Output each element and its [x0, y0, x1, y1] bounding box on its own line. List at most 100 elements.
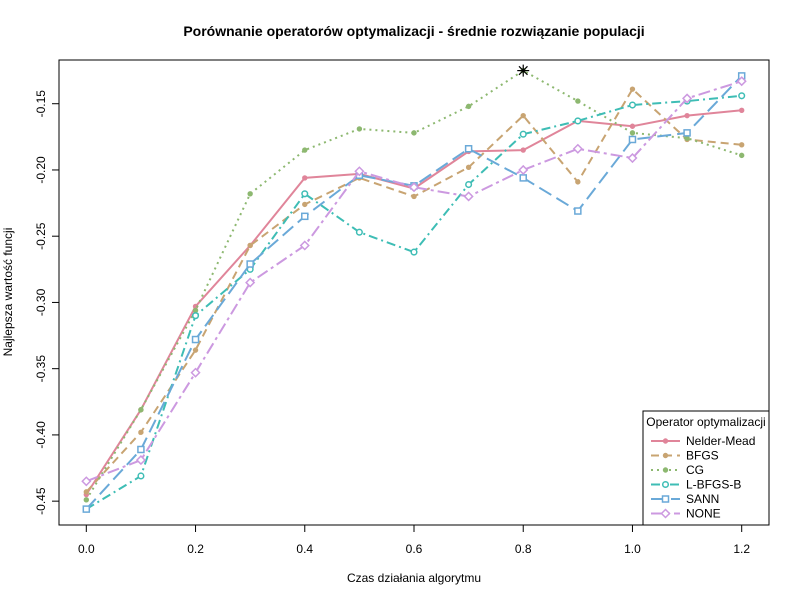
data-point	[463, 191, 474, 202]
legend-label: BFGS	[686, 449, 719, 463]
star-stroke	[518, 65, 528, 76]
data-point	[191, 312, 200, 320]
y-tick-label: -0.45	[34, 487, 48, 515]
data-point	[662, 438, 669, 444]
data-point	[629, 130, 636, 136]
data-point	[137, 472, 145, 480]
data-point	[410, 248, 418, 256]
y-tick-label: -0.15	[34, 90, 48, 118]
y-tick-label: -0.20	[34, 156, 48, 184]
legend-label: Nelder-Mead	[686, 434, 755, 448]
data-point	[191, 335, 200, 344]
data-point	[662, 452, 669, 459]
y-axis-label: Najlepsza wartość funcji	[1, 228, 15, 357]
legend-label: NONE	[686, 507, 721, 521]
x-tick-label: 0.4	[296, 542, 313, 556]
data-point	[190, 367, 201, 378]
annotation-layer	[517, 64, 530, 77]
data-point	[572, 143, 583, 154]
data-point	[661, 495, 670, 503]
data-point	[627, 152, 638, 164]
data-point	[683, 129, 691, 137]
data-point	[246, 260, 254, 268]
x-axis: 0.0 0.2 0.4 0.6 0.8 1.0 1.2	[78, 524, 750, 556]
x-tick-label: 0.2	[187, 542, 204, 556]
data-point	[245, 277, 256, 288]
data-point	[408, 182, 420, 193]
y-tick-label: -0.35	[34, 355, 48, 383]
legend-item-none: NONE	[651, 507, 721, 521]
data-point	[83, 497, 90, 503]
x-axis-label: Czas działania algorytmu	[347, 571, 481, 585]
x-tick-label: 1.0	[624, 542, 641, 556]
data-point	[684, 112, 690, 119]
data-point	[354, 166, 365, 177]
y-tick-label: -0.25	[34, 222, 48, 250]
data-point	[302, 147, 308, 153]
data-point	[518, 164, 529, 176]
data-point	[465, 164, 472, 171]
data-point	[660, 508, 671, 519]
data-point	[574, 117, 582, 125]
series-layer	[81, 67, 747, 513]
data-point	[299, 240, 310, 251]
data-point	[738, 92, 746, 100]
data-point	[247, 191, 253, 197]
legend-item-sann: SANN	[651, 492, 719, 506]
data-point	[247, 242, 253, 249]
legend-item-cg: CG	[651, 463, 704, 477]
data-point	[411, 193, 417, 200]
data-point	[628, 135, 637, 144]
data-point	[464, 145, 473, 153]
data-point	[138, 429, 144, 435]
data-point	[192, 347, 199, 353]
x-tick-label: 0.8	[515, 542, 532, 556]
data-point	[628, 101, 637, 109]
y-axis: -0.45 -0.40 -0.35 -0.30 -0.25 -0.20 -0.15	[34, 90, 60, 515]
data-point	[302, 175, 308, 181]
data-point	[356, 126, 363, 132]
x-tick-label: 0.0	[78, 542, 95, 556]
data-point	[519, 130, 527, 138]
y-tick-label: -0.40	[34, 421, 48, 449]
data-point	[192, 307, 199, 314]
x-tick-label: 0.6	[406, 542, 423, 556]
data-point	[736, 76, 747, 87]
data-point	[738, 107, 745, 114]
data-point	[411, 130, 417, 136]
data-point	[519, 174, 527, 182]
x-tick-label: 1.2	[733, 542, 750, 556]
data-point	[574, 207, 582, 215]
legend-item-nelder-mead: Nelder-Mead	[651, 434, 755, 448]
data-point	[575, 98, 581, 104]
data-point	[301, 190, 309, 198]
data-point	[661, 480, 670, 489]
data-point	[465, 103, 472, 110]
data-point	[682, 93, 693, 104]
data-point	[520, 112, 526, 119]
data-point	[684, 135, 690, 141]
data-point	[135, 455, 146, 466]
data-point	[738, 142, 745, 148]
y-tick-label: -0.30	[34, 288, 48, 316]
data-point	[355, 228, 363, 236]
legend-label: SANN	[686, 492, 719, 506]
best-value-star	[517, 64, 530, 77]
data-point	[81, 476, 92, 487]
legend-title: Operator optymalizacji	[646, 415, 765, 429]
data-point	[575, 179, 581, 185]
data-point	[520, 147, 526, 153]
data-point	[83, 489, 90, 495]
data-point	[738, 152, 745, 159]
data-point	[138, 407, 144, 413]
legend-item-bfgs: BFGS	[651, 449, 719, 463]
legend-item-l-bfgs-b: L-BFGS-B	[651, 478, 741, 492]
data-point	[301, 212, 309, 221]
legend: Operator optymalizacji Nelder-MeadBFGSCG…	[642, 410, 770, 526]
series-none	[81, 76, 747, 487]
data-point	[137, 445, 145, 454]
data-point	[629, 123, 636, 129]
data-point	[629, 86, 636, 92]
